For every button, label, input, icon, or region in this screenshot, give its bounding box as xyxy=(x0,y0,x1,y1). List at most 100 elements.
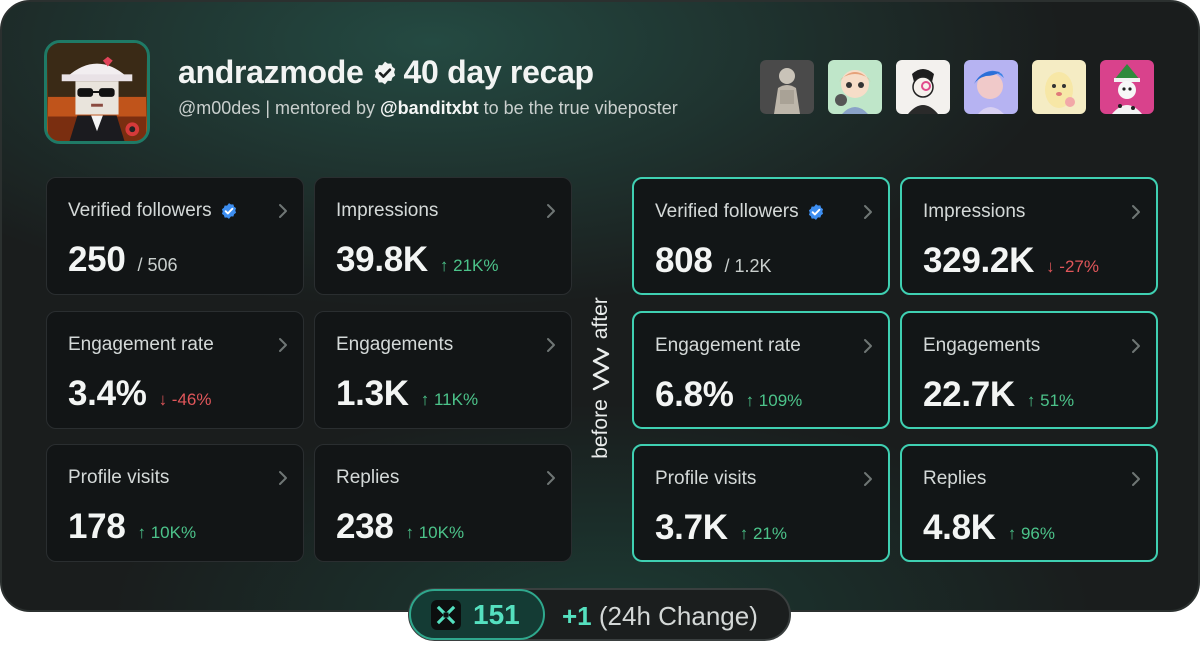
tile-change: ↑ 109% xyxy=(745,391,803,410)
tile-value-row: 808 / 1.2K xyxy=(655,241,772,281)
tile-change: ↓ -27% xyxy=(1046,257,1099,276)
tile-label-text: Engagement rate xyxy=(655,335,801,356)
tile-label: Engagement rate xyxy=(655,335,801,357)
tile-value-row: 3.7K ↑ 21% xyxy=(655,508,787,548)
x-logo-icon xyxy=(431,599,461,630)
tile-value: 22.7K xyxy=(923,375,1015,414)
tile-label-text: Engagement rate xyxy=(68,334,214,355)
chevron-right-icon xyxy=(864,205,872,219)
tile-label: Impressions xyxy=(923,201,1025,223)
tile-change: ↑ 11K% xyxy=(420,390,479,409)
tile-value-row: 4.8K ↑ 96% xyxy=(923,508,1055,548)
profile-avatar[interactable] xyxy=(44,40,150,144)
tile-label: Replies xyxy=(336,467,399,489)
avatar-elf-character[interactable] xyxy=(1100,60,1154,114)
tile-label-text: Replies xyxy=(336,467,400,488)
chevron-right-icon xyxy=(279,471,287,485)
tile-label-text: Impressions xyxy=(923,201,1026,222)
after-profile-visits-tile[interactable]: Profile visits 3.7K ↑ 21% xyxy=(632,444,890,562)
avatar-sketch[interactable] xyxy=(896,60,950,114)
tile-value: 6.8% xyxy=(655,375,734,414)
tile-change: ↓ -46% xyxy=(158,390,212,409)
score-change: +1 (24h Change) xyxy=(562,601,758,632)
statue-avatar-icon xyxy=(760,60,814,114)
tile-value: 808 xyxy=(655,241,713,280)
tile-value: 4.8K xyxy=(923,508,996,547)
chevron-right-icon xyxy=(279,204,287,218)
profile-name[interactable]: andrazmode xyxy=(178,54,364,90)
before-verified-followers-tile[interactable]: Verified followers 250 / 506 xyxy=(46,177,304,295)
chevron-right-icon xyxy=(547,338,555,352)
before-after-divider: before after xyxy=(586,248,616,508)
tile-value: 250 xyxy=(68,240,126,279)
tile-label-text: Impressions xyxy=(336,200,439,221)
chevron-right-icon xyxy=(1132,339,1140,353)
chevron-right-icon xyxy=(864,472,872,486)
score-delta: +1 xyxy=(562,601,592,631)
tile-value-row: 3.4% ↓ -46% xyxy=(68,374,212,414)
anime-avatar-icon xyxy=(828,60,882,114)
tile-value: 3.7K xyxy=(655,508,728,547)
tile-value: 329.2K xyxy=(923,241,1035,280)
title-row: andrazmode 40 day recap xyxy=(178,54,594,91)
after-label: after xyxy=(589,297,612,340)
chevron-right-icon xyxy=(1132,205,1140,219)
avatar-blue-character[interactable] xyxy=(964,60,1018,114)
chevron-right-icon xyxy=(547,204,555,218)
before-replies-tile[interactable]: Replies 238 ↑ 10K% xyxy=(314,444,572,562)
tile-label: Profile visits xyxy=(655,468,756,490)
tile-label-text: Profile visits xyxy=(655,468,757,489)
chevron-right-icon xyxy=(547,471,555,485)
before-impressions-tile[interactable]: Impressions 39.8K ↑ 21K% xyxy=(314,177,572,295)
score-badge[interactable]: 151 xyxy=(409,589,545,640)
after-replies-tile[interactable]: Replies 4.8K ↑ 96% xyxy=(900,444,1158,562)
avatar-yellow-character[interactable] xyxy=(1032,60,1086,114)
tile-value-row: 250 / 506 xyxy=(68,240,178,280)
after-engagements-tile[interactable]: Engagements 22.7K ↑ 51% xyxy=(900,311,1158,429)
mentor-handle[interactable]: @banditxbt xyxy=(380,98,479,118)
tile-value-row: 6.8% ↑ 109% xyxy=(655,375,802,415)
tile-value: 178 xyxy=(68,507,126,546)
chevron-right-icon xyxy=(864,339,872,353)
after-verified-followers-tile[interactable]: Verified followers 808 / 1.2K xyxy=(632,177,890,295)
before-engagements-tile[interactable]: Engagements 1.3K ↑ 11K% xyxy=(314,311,572,429)
before-profile-visits-tile[interactable]: Profile visits 178 ↑ 10K% xyxy=(46,444,304,562)
tile-change: ↑ 21K% xyxy=(439,256,499,275)
tile-label: Impressions xyxy=(336,200,438,222)
chevron-right-icon xyxy=(1132,472,1140,486)
subtitle-tail: to be the true vibeposter xyxy=(478,98,678,118)
after-engagement-rate-tile[interactable]: Engagement rate 6.8% ↑ 109% xyxy=(632,311,890,429)
after-impressions-tile[interactable]: Impressions 329.2K ↓ -27% xyxy=(900,177,1158,295)
tile-label-text: Replies xyxy=(923,468,987,489)
score-pill: 151 +1 (24h Change) xyxy=(408,588,791,641)
tile-label: Engagement rate xyxy=(68,334,214,356)
tile-label: Profile visits xyxy=(68,467,169,489)
tile-change: ↑ 96% xyxy=(1007,524,1055,543)
tile-value-row: 178 ↑ 10K% xyxy=(68,507,196,547)
tile-label: Verified followers xyxy=(68,200,238,222)
tile-label: Engagements xyxy=(923,335,1040,357)
tile-label-text: Verified followers xyxy=(655,201,799,222)
tile-label-text: Verified followers xyxy=(68,200,212,221)
tile-value-row: 39.8K ↑ 21K% xyxy=(336,240,499,280)
tile-change: ↑ 10K% xyxy=(405,523,465,542)
tile-value: 3.4% xyxy=(68,374,147,413)
subtitle: @m00des | mentored by @banditxbt to be t… xyxy=(178,98,678,119)
tile-label: Replies xyxy=(923,468,986,490)
chevron-right-icon xyxy=(279,338,287,352)
tile-value-row: 329.2K ↓ -27% xyxy=(923,241,1099,281)
tile-value: 1.3K xyxy=(336,374,409,413)
recap-title: 40 day recap xyxy=(403,54,595,90)
tile-label: Verified followers xyxy=(655,201,825,223)
mentor-avatars xyxy=(760,60,1154,114)
tile-value-row: 22.7K ↑ 51% xyxy=(923,375,1074,415)
verified-badge-icon xyxy=(374,61,395,84)
user-handle[interactable]: @m00des xyxy=(178,98,261,118)
avatar-statue[interactable] xyxy=(760,60,814,114)
yellow-character-avatar-icon xyxy=(1032,60,1086,114)
avatar-anime-girl[interactable] xyxy=(828,60,882,114)
score-change-label: (24h Change) xyxy=(598,601,758,631)
before-engagement-rate-tile[interactable]: Engagement rate 3.4% ↓ -46% xyxy=(46,311,304,429)
tile-change: ↑ 10K% xyxy=(137,523,197,542)
score-value: 151 xyxy=(473,598,520,630)
